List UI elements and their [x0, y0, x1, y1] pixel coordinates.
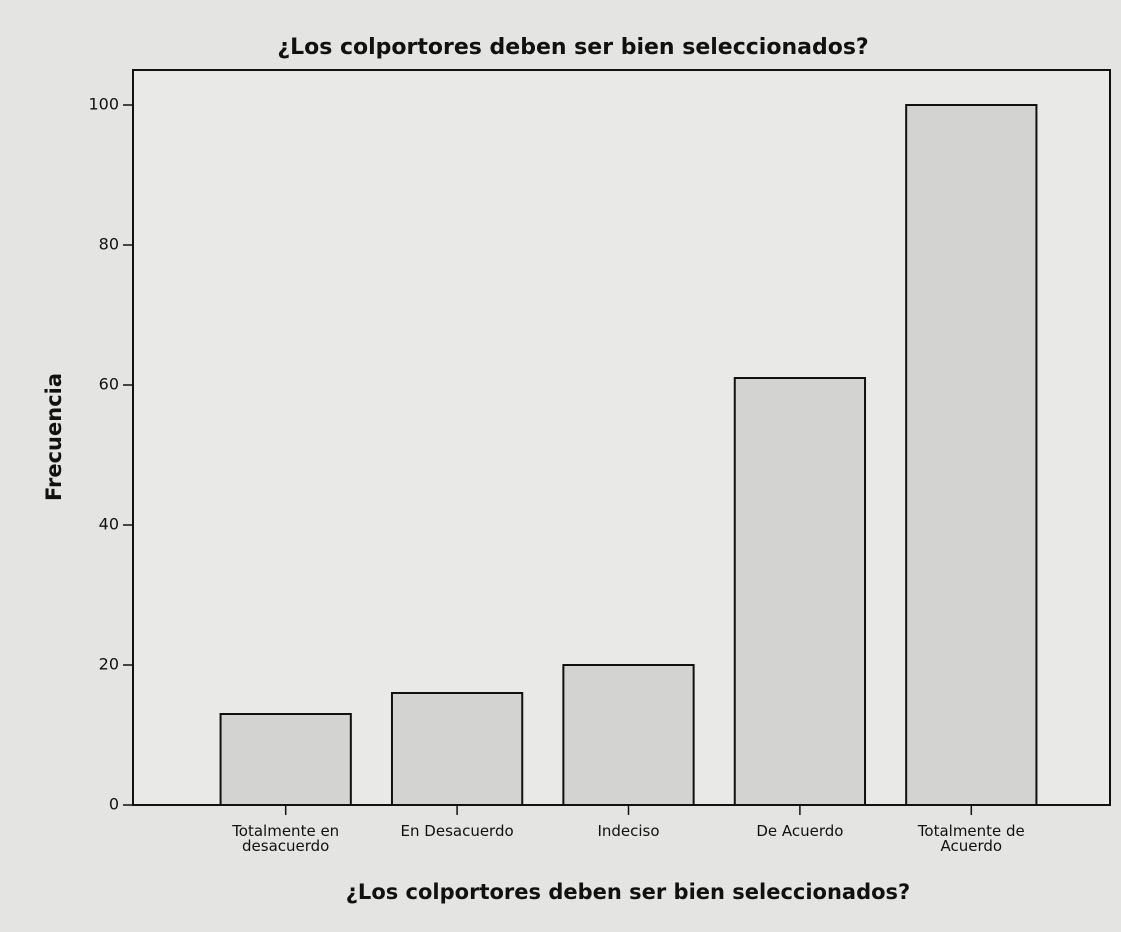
x-tick-label: En Desacuerdo: [401, 822, 514, 840]
y-tick-label: 100: [88, 95, 119, 114]
bar: [733, 377, 867, 806]
x-tick-label: Totalmente en desacuerdo: [231, 822, 339, 855]
y-tick-label: 0: [109, 795, 119, 814]
bar: [562, 664, 695, 806]
bar: [390, 692, 524, 806]
bar: [219, 713, 352, 806]
chart-title: ¿Los colportores deben ser bien seleccio…: [277, 35, 868, 60]
x-tick-label: Totalmente de Acuerdo: [917, 822, 1025, 855]
y-tick-label: 80: [99, 235, 119, 254]
x-tick-label: De Acuerdo: [756, 822, 843, 840]
y-tick-label: 40: [99, 515, 119, 534]
y-axis-title: Frecuencia: [42, 373, 66, 501]
bar: [905, 104, 1038, 806]
y-tick-label: 60: [99, 375, 119, 394]
x-tick-label: Indeciso: [597, 822, 659, 840]
y-tick-label: 20: [99, 655, 119, 674]
x-axis-title: ¿Los colportores deben ser bien seleccio…: [346, 880, 911, 904]
